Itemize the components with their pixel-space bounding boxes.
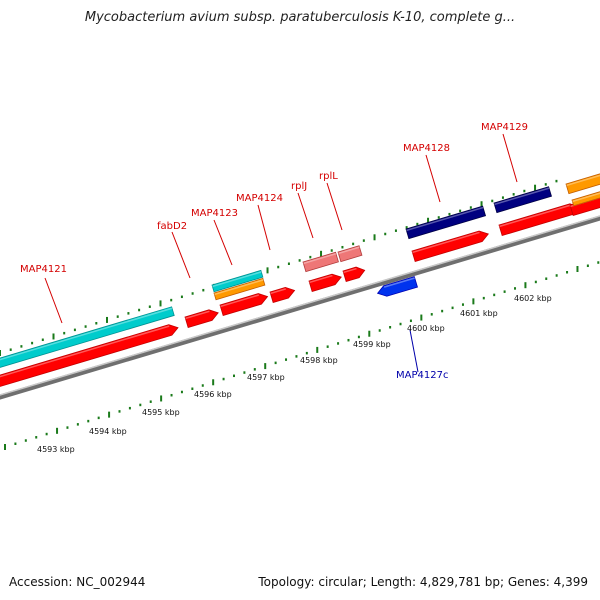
cds-map4124-shine <box>270 288 286 295</box>
kbp-label: 4601 kbp <box>460 309 498 318</box>
gene-label-map4129[interactable]: MAP4129 <box>481 122 528 133</box>
feature-orange-next[interactable] <box>565 172 600 195</box>
label-leaders <box>44 133 518 373</box>
feature-cyan-map4123[interactable] <box>211 269 264 293</box>
kbp-label: 4595 kbp <box>142 408 180 417</box>
cds-map4121-shine <box>0 325 170 384</box>
cds-map4129-shine <box>499 204 571 228</box>
gene-label-rpll[interactable]: rplL <box>319 171 338 182</box>
feature-cyan-map4123-shine <box>212 271 262 288</box>
leader-line <box>425 154 441 203</box>
cds-map4124-body <box>269 287 296 304</box>
feature-cyan-map4121[interactable] <box>0 306 175 374</box>
leader-line <box>213 219 233 266</box>
leader-line <box>502 133 518 183</box>
cds-map4121[interactable] <box>0 322 180 393</box>
kbp-label: 4600 kbp <box>407 324 445 333</box>
feature-orange-next-2-body <box>571 189 600 207</box>
cds-map4127c-shine <box>383 277 415 288</box>
feature-pink-rplj-body <box>302 251 339 273</box>
cds-map4128-body <box>411 230 489 263</box>
cds-fabd2-shine <box>185 310 210 320</box>
gene-label-map4124[interactable]: MAP4124 <box>236 193 283 204</box>
feature-orange-map4123-body <box>213 277 266 301</box>
cds-fabd2[interactable] <box>184 308 220 329</box>
feature-orange-map4123[interactable] <box>213 277 266 301</box>
cds-rplj-shine <box>309 274 333 284</box>
cds-rplj-body <box>308 273 342 293</box>
feature-navy-map4129[interactable] <box>493 186 552 214</box>
cds-map4128-shine <box>412 231 480 254</box>
accession-text: Accession: NC_002944 <box>9 575 146 589</box>
cds-rplj[interactable] <box>308 272 343 293</box>
feature-pink-rpll-body <box>337 245 363 263</box>
feature-navy-map4128-body <box>405 205 487 240</box>
feature-cyan-map4121-body <box>0 306 175 374</box>
gene-label-map4123[interactable]: MAP4123 <box>191 208 238 219</box>
kbp-label: 4599 kbp <box>353 340 391 349</box>
gene-label-fabd2[interactable]: fabD2 <box>157 221 187 232</box>
cds-map4127c-body <box>376 276 418 297</box>
gene-features <box>0 172 600 393</box>
feature-orange-next-shine <box>566 173 600 187</box>
map-title: Mycobacterium avium subsp. paratuberculo… <box>84 10 516 25</box>
feature-orange-next-2[interactable] <box>571 189 600 207</box>
kbp-label: 4602 kbp <box>514 294 552 303</box>
gene-label-map4127c[interactable]: MAP4127c <box>396 370 448 381</box>
feature-cyan-map4123-body <box>211 269 264 293</box>
kbp-label: 4596 kbp <box>194 390 232 399</box>
cds-map4124[interactable] <box>269 285 296 304</box>
gene-label-rplj[interactable]: rplJ <box>291 181 307 192</box>
feature-navy-map4128[interactable] <box>405 205 487 240</box>
feature-pink-rpll-shine <box>338 246 360 255</box>
feature-orange-next-2-shine <box>572 190 600 203</box>
leader-line <box>257 204 271 251</box>
leader-line <box>44 277 63 324</box>
leader-line <box>326 182 343 231</box>
kbp-label: 4598 kbp <box>300 356 338 365</box>
cds-map4127c[interactable] <box>376 276 418 299</box>
feature-pink-rpll[interactable] <box>337 245 363 263</box>
cds-map4121-body <box>0 324 179 393</box>
gene-label-map4121[interactable]: MAP4121 <box>20 264 67 275</box>
feature-orange-map4123-shine <box>214 279 264 296</box>
kbp-label: 4593 kbp <box>37 445 75 454</box>
leader-line <box>171 231 191 279</box>
feature-pink-rplj-shine <box>303 252 337 265</box>
cds-map4123[interactable] <box>219 291 269 317</box>
cds-map4128[interactable] <box>411 229 490 263</box>
feature-pink-rplj[interactable] <box>302 251 339 273</box>
cds-rpll[interactable] <box>342 265 366 283</box>
leader-line <box>409 329 419 373</box>
cds-fabd2-body <box>184 309 219 329</box>
cds-map4123-shine <box>220 294 259 308</box>
feature-navy-map4128-shine <box>406 206 484 232</box>
feature-navy-map4129-body <box>493 186 552 214</box>
kbp-label: 4594 kbp <box>89 427 127 436</box>
leader-line <box>297 192 314 239</box>
feature-navy-map4129-shine <box>494 187 550 206</box>
kbp-label: 4597 kbp <box>247 373 285 382</box>
backbone-line <box>0 215 600 400</box>
summary-text: Topology: circular; Length: 4,829,781 bp… <box>258 575 588 589</box>
feature-cyan-map4121-shine <box>0 307 173 367</box>
feature-orange-next-body <box>565 172 600 195</box>
cds-map4123-body <box>219 293 269 317</box>
gene-label-map4128[interactable]: MAP4128 <box>403 143 450 154</box>
cds-rpll-body <box>342 266 366 283</box>
tick-marks <box>0 179 600 450</box>
cds-rpll-shine <box>343 267 357 274</box>
